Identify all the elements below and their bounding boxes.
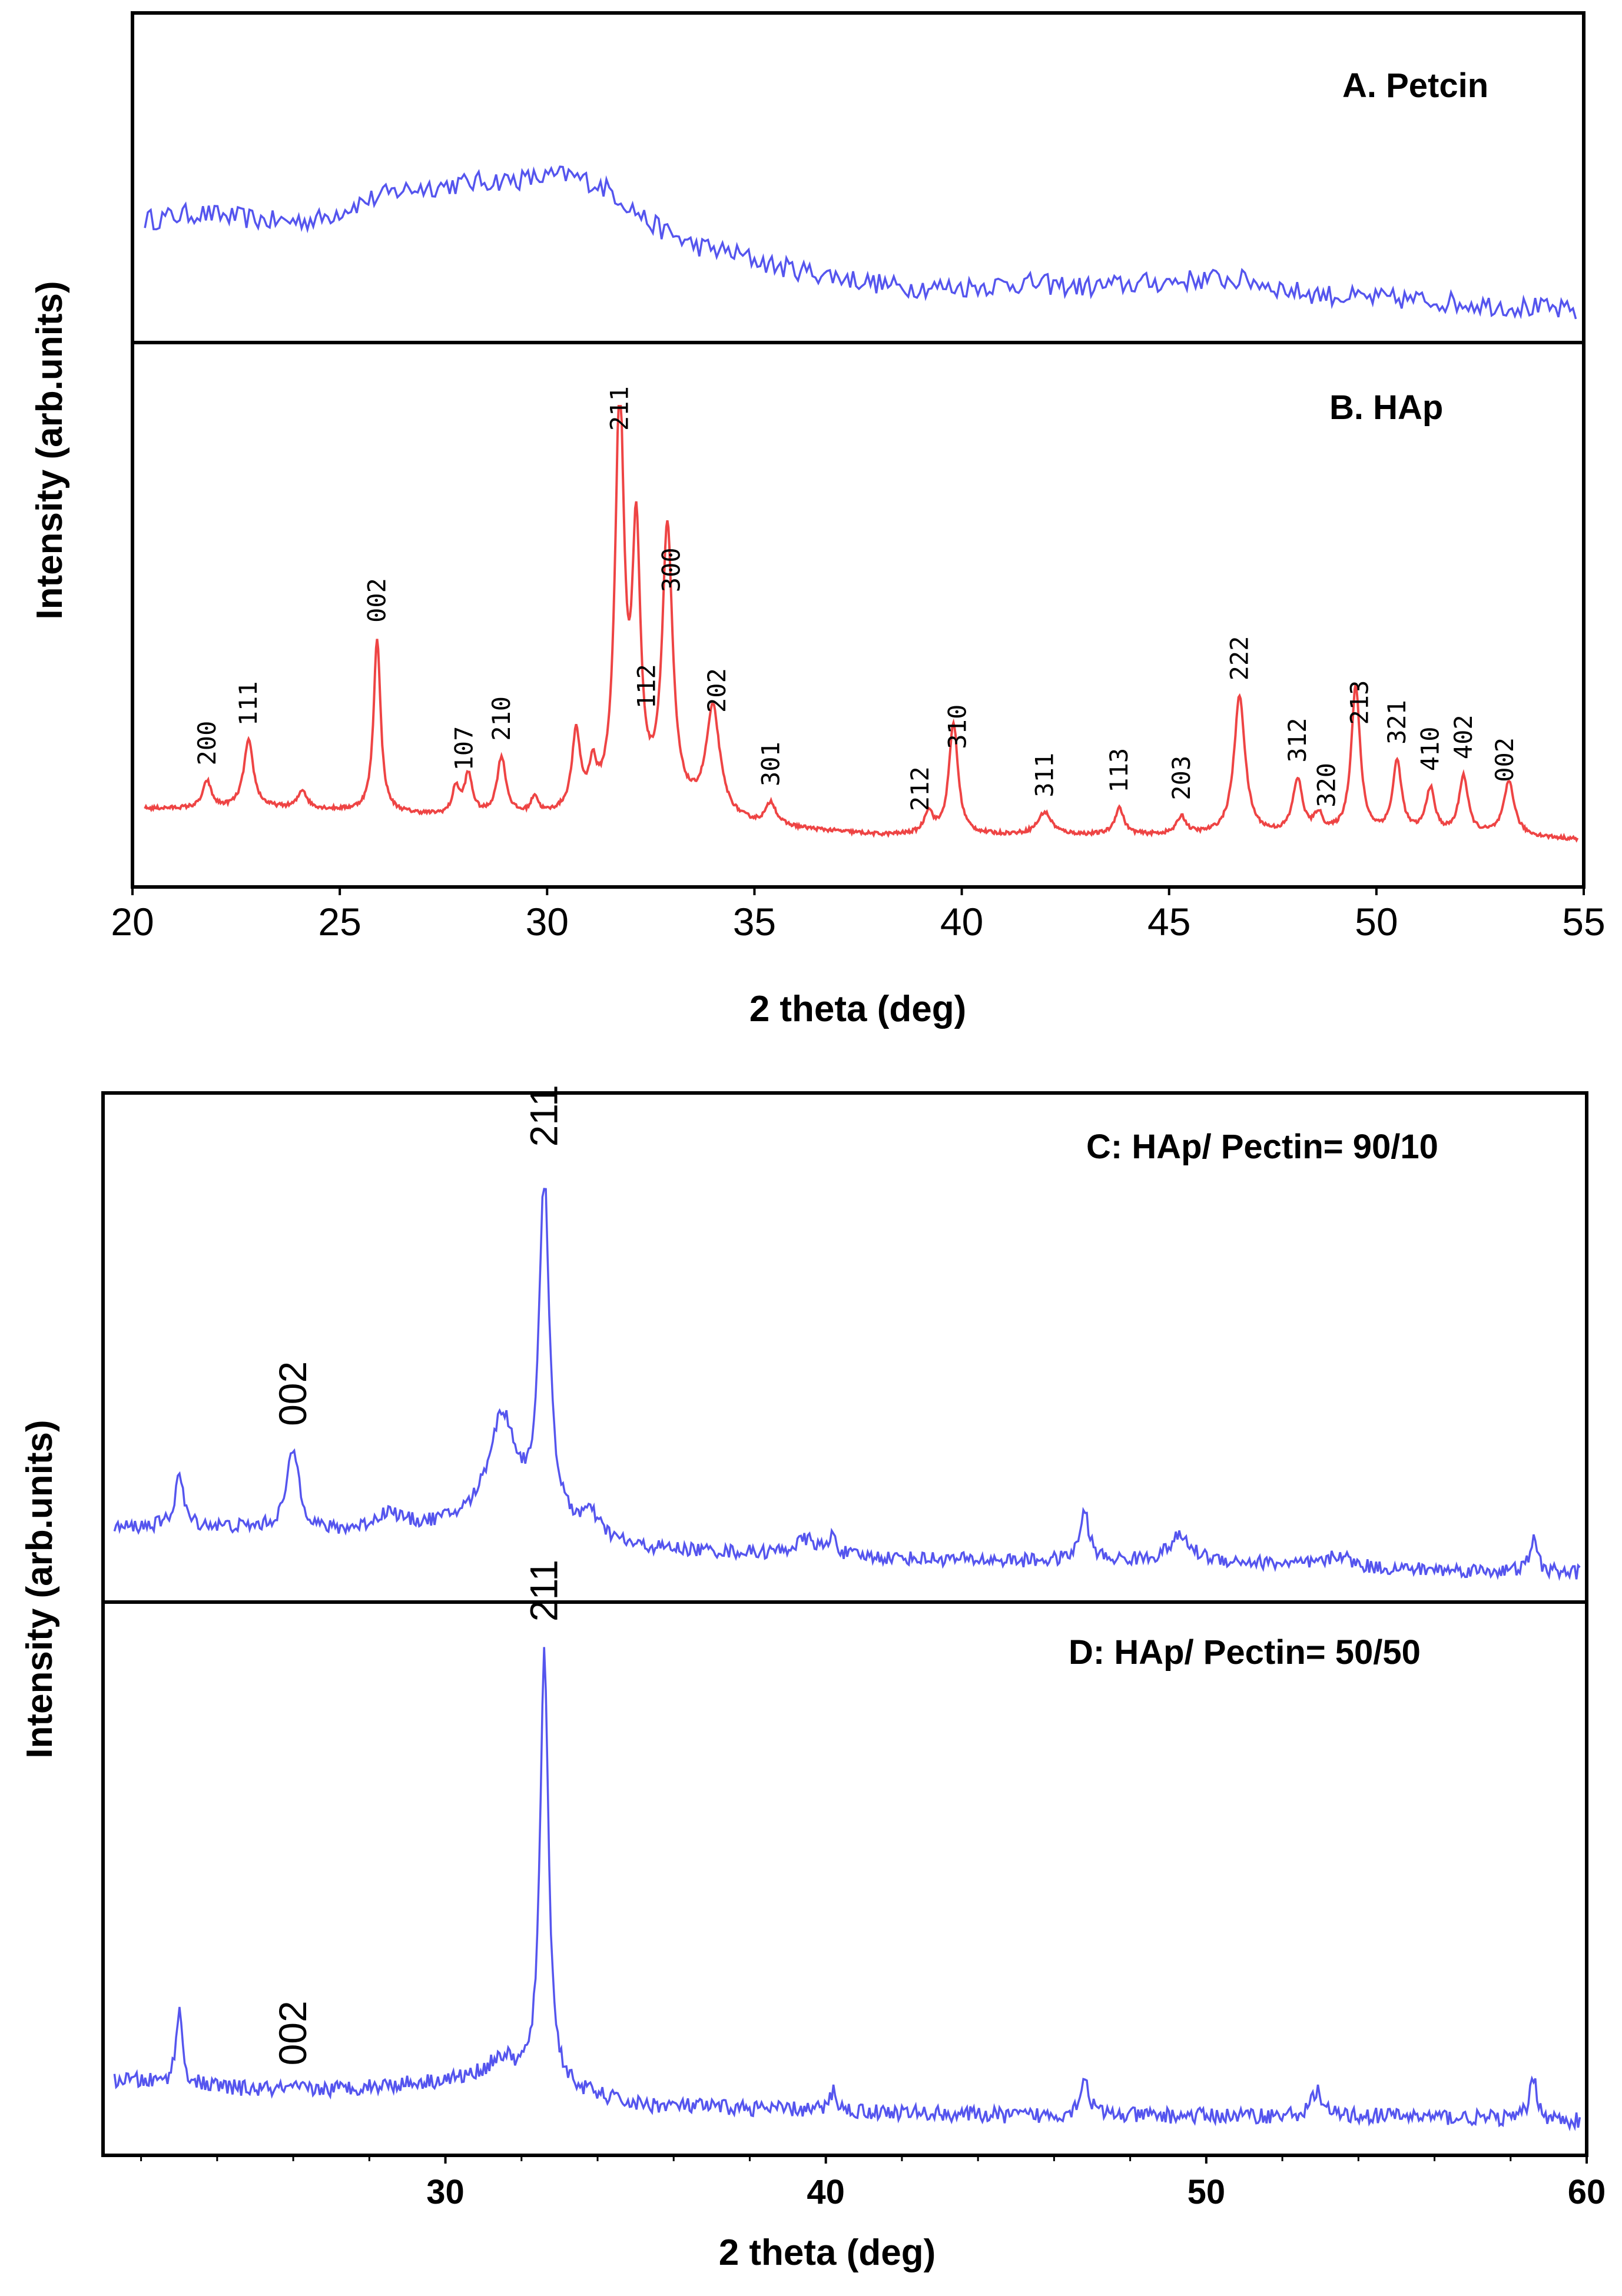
- panel-b-peak-label: 002: [363, 578, 392, 623]
- x-tick-label: 55: [1562, 900, 1605, 943]
- panel-b-peak-label: 320: [1312, 763, 1341, 808]
- panel-d-title: D: HAp/ Pectin= 50/50: [1069, 1633, 1421, 1672]
- panel-c-peak-labels: 002 211: [271, 1085, 565, 1426]
- panel-b-peak-label: 111: [234, 681, 263, 726]
- x-tick-label: 50: [1355, 900, 1398, 943]
- panel-a: A. Petcin: [131, 11, 1585, 344]
- panel-b-x-axis: 20 25 30 35 40 45 50 55: [111, 887, 1606, 943]
- panel-a-title: A. Petcin: [1342, 67, 1488, 105]
- panel-b: B. HAp 200 111 002 107 210 211 112 300 202 301 212…: [131, 341, 1585, 889]
- panel-b-peak-label: 410: [1415, 726, 1444, 771]
- bottom-x-axis-label: 2 theta (deg): [719, 2232, 936, 2273]
- panel-b-peak-label: 211: [605, 386, 634, 431]
- panel-b-series-line: [144, 405, 1579, 843]
- panel-b-title: B. HAp: [1329, 388, 1443, 427]
- x-tick-label: 40: [807, 2173, 845, 2211]
- panel-b-peak-label: 203: [1167, 756, 1196, 800]
- x-tick-label: 20: [111, 900, 154, 943]
- panel-c-peak-label: 211: [522, 1085, 566, 1147]
- x-tick-label: 35: [733, 900, 776, 943]
- panel-b-peak-label: 212: [905, 766, 934, 811]
- x-tick-label: 60: [1568, 2173, 1606, 2211]
- top-y-axis-label: Intensity (arb.units): [29, 281, 70, 619]
- x-tick-label: 45: [1147, 900, 1190, 943]
- panel-a-series-line: [144, 165, 1577, 320]
- panel-b-peak-label: 310: [943, 705, 972, 749]
- panel-d-series-line: [113, 1647, 1581, 2132]
- panel-b-peak-label: 202: [702, 668, 731, 713]
- panel-d-peak-label: 211: [522, 1560, 566, 1622]
- panel-b-peak-label: 107: [449, 726, 478, 771]
- x-tick-label: 30: [426, 2173, 465, 2211]
- x-tick-label: 30: [526, 900, 569, 943]
- panel-c-peak-label: 002: [271, 1361, 314, 1426]
- panel-a-frame: [131, 11, 1585, 344]
- x-tick-label: 40: [940, 900, 983, 943]
- panel-c: C: HAp/ Pectin= 90/10 002 211: [101, 1085, 1588, 1604]
- panel-b-peak-label: 210: [487, 696, 516, 741]
- panel-c-series-line: [113, 1188, 1581, 1581]
- panel-b-peak-label: 213: [1345, 680, 1374, 725]
- top-x-axis-label: 2 theta (deg): [749, 989, 967, 1029]
- x-tick-label: 25: [318, 900, 361, 943]
- panel-b-peak-label: 222: [1225, 636, 1253, 681]
- panel-b-peak-label: 301: [757, 742, 785, 786]
- panel-b-peak-label: 112: [632, 664, 661, 709]
- panel-b-peak-label: 321: [1382, 700, 1411, 745]
- panel-b-peak-label: 402: [1449, 715, 1478, 759]
- panel-d-frame: [101, 1600, 1588, 2157]
- panel-b-peak-label: 113: [1104, 748, 1133, 793]
- panel-b-peak-label: 312: [1283, 718, 1312, 763]
- bottom-y-axis-label: Intensity (arb.units): [19, 1420, 60, 1758]
- panel-d-peak-labels: 002 211: [271, 1560, 565, 2065]
- panel-b-peak-labels: 200 111 002 107 210 211 112 300 202 301 212 310 311 1…: [193, 386, 1519, 811]
- panel-d-peak-label: 002: [271, 2001, 314, 2065]
- panel-c-title: C: HAp/ Pectin= 90/10: [1086, 1128, 1438, 1166]
- panel-b-peak-label: 311: [1030, 753, 1059, 798]
- panel-b-peak-label: 002: [1490, 737, 1519, 782]
- panel-b-peak-label: 300: [657, 547, 686, 592]
- panel-b-frame: [131, 341, 1585, 889]
- panel-b-peak-label: 200: [193, 721, 221, 766]
- panel-d-x-axis: 30 40 50 60: [140, 2155, 1606, 2211]
- x-tick-label: 50: [1188, 2173, 1226, 2211]
- panel-d: D: HAp/ Pectin= 50/50 002 211: [101, 1560, 1588, 2157]
